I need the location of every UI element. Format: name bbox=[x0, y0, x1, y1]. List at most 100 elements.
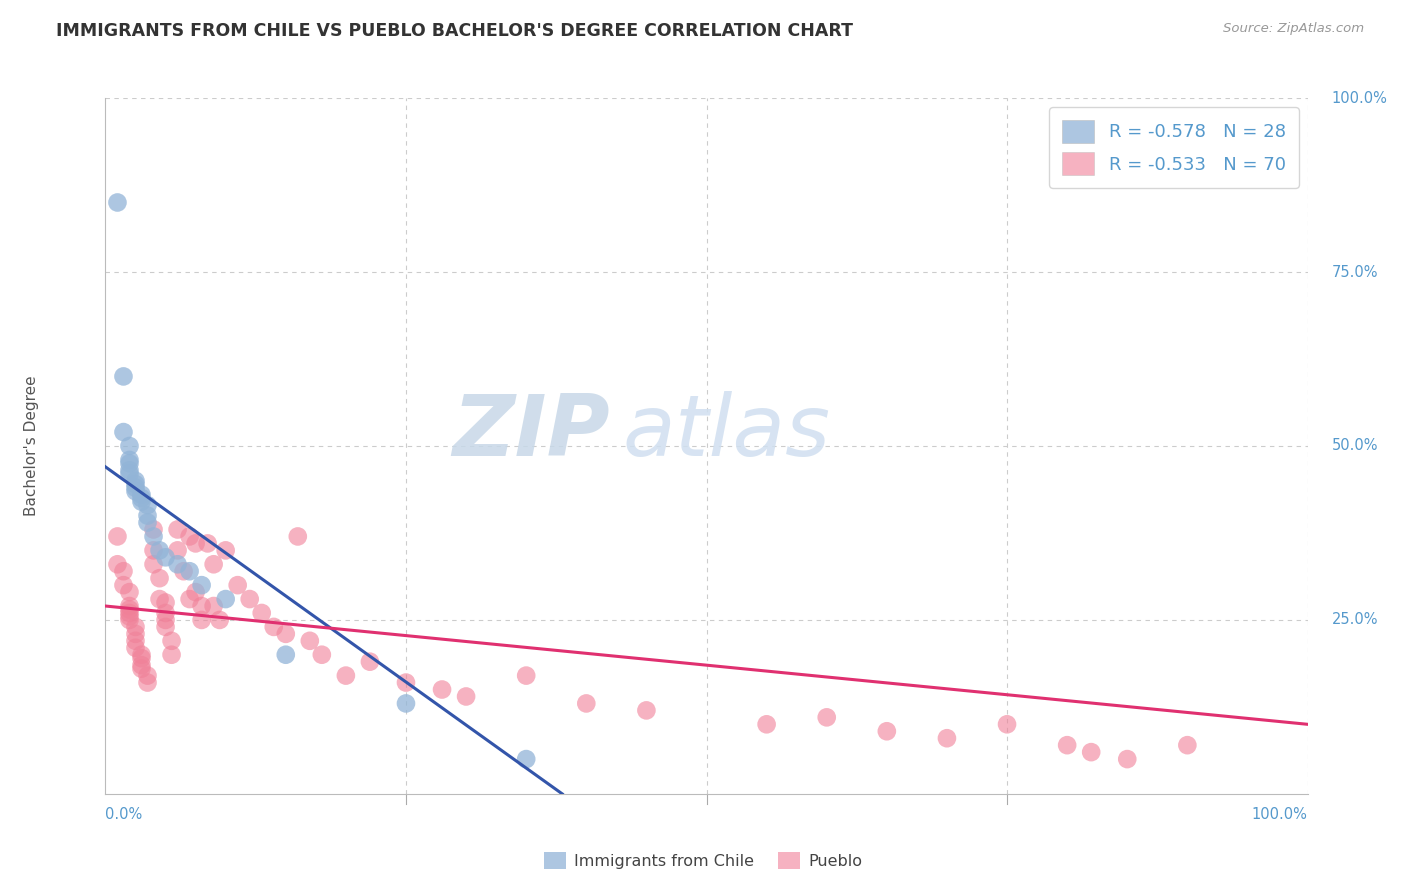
Point bbox=[142, 543, 165, 558]
Point bbox=[815, 710, 838, 724]
Point bbox=[107, 195, 129, 210]
Point bbox=[995, 717, 1018, 731]
Point bbox=[118, 609, 141, 624]
Point bbox=[274, 627, 297, 641]
Point bbox=[155, 596, 177, 610]
Point bbox=[263, 620, 285, 634]
Legend: R = -0.578   N = 28, R = -0.533   N = 70: R = -0.578 N = 28, R = -0.533 N = 70 bbox=[1049, 107, 1299, 188]
Point bbox=[124, 633, 146, 648]
Point bbox=[179, 529, 201, 543]
Point bbox=[575, 697, 598, 711]
Point bbox=[142, 558, 165, 572]
Point bbox=[155, 613, 177, 627]
Point bbox=[250, 606, 273, 620]
Point bbox=[112, 578, 135, 592]
Point bbox=[190, 578, 212, 592]
Point bbox=[166, 523, 188, 537]
Point bbox=[1175, 738, 1198, 752]
Point bbox=[131, 658, 153, 673]
Point bbox=[179, 592, 201, 607]
Point bbox=[311, 648, 333, 662]
Point bbox=[124, 484, 146, 499]
Point bbox=[395, 697, 418, 711]
Text: 75.0%: 75.0% bbox=[1331, 265, 1378, 279]
Point bbox=[173, 564, 195, 578]
Point bbox=[107, 558, 129, 572]
Point bbox=[131, 488, 153, 502]
Point bbox=[287, 529, 309, 543]
Point bbox=[184, 585, 207, 599]
Point bbox=[124, 474, 146, 488]
Point bbox=[124, 620, 146, 634]
Point bbox=[430, 682, 453, 697]
Point bbox=[131, 648, 153, 662]
Point bbox=[202, 599, 225, 613]
Point bbox=[155, 620, 177, 634]
Point bbox=[155, 550, 177, 565]
Point bbox=[131, 491, 153, 505]
Point bbox=[1080, 745, 1102, 759]
Point bbox=[936, 731, 959, 746]
Point bbox=[148, 571, 170, 585]
Text: 0.0%: 0.0% bbox=[105, 807, 142, 822]
Point bbox=[142, 529, 165, 543]
Point bbox=[148, 543, 170, 558]
Text: Bachelor's Degree: Bachelor's Degree bbox=[24, 376, 39, 516]
Point bbox=[160, 633, 183, 648]
Point bbox=[1056, 738, 1078, 752]
Point bbox=[118, 606, 141, 620]
Point bbox=[214, 592, 236, 607]
Text: Source: ZipAtlas.com: Source: ZipAtlas.com bbox=[1223, 22, 1364, 36]
Point bbox=[118, 585, 141, 599]
Text: 25.0%: 25.0% bbox=[1331, 613, 1378, 627]
Point bbox=[148, 592, 170, 607]
Point bbox=[190, 613, 212, 627]
Point bbox=[197, 536, 219, 550]
Point bbox=[166, 543, 188, 558]
Point bbox=[142, 523, 165, 537]
Point bbox=[118, 467, 141, 481]
Point bbox=[136, 498, 159, 512]
Legend: Immigrants from Chile, Pueblo: Immigrants from Chile, Pueblo bbox=[537, 846, 869, 875]
Point bbox=[118, 613, 141, 627]
Point bbox=[190, 599, 212, 613]
Point bbox=[118, 463, 141, 477]
Point bbox=[131, 662, 153, 676]
Text: 100.0%: 100.0% bbox=[1251, 807, 1308, 822]
Point bbox=[515, 752, 537, 766]
Point bbox=[107, 529, 129, 543]
Point bbox=[226, 578, 249, 592]
Text: 50.0%: 50.0% bbox=[1331, 439, 1378, 453]
Point bbox=[118, 439, 141, 453]
Point bbox=[131, 651, 153, 665]
Point bbox=[208, 613, 231, 627]
Point bbox=[112, 564, 135, 578]
Text: IMMIGRANTS FROM CHILE VS PUEBLO BACHELOR'S DEGREE CORRELATION CHART: IMMIGRANTS FROM CHILE VS PUEBLO BACHELOR… bbox=[56, 22, 853, 40]
Text: atlas: atlas bbox=[623, 391, 831, 474]
Point bbox=[335, 668, 357, 682]
Point bbox=[214, 543, 236, 558]
Point bbox=[166, 558, 188, 572]
Point bbox=[118, 599, 141, 613]
Point bbox=[298, 633, 321, 648]
Point bbox=[239, 592, 262, 607]
Point bbox=[184, 536, 207, 550]
Point bbox=[136, 516, 159, 530]
Point bbox=[515, 668, 537, 682]
Point bbox=[359, 655, 381, 669]
Point bbox=[124, 481, 146, 495]
Point bbox=[112, 425, 135, 439]
Point bbox=[454, 690, 477, 704]
Point bbox=[118, 453, 141, 467]
Point bbox=[112, 369, 135, 384]
Text: 100.0%: 100.0% bbox=[1331, 91, 1388, 105]
Point bbox=[118, 457, 141, 471]
Point bbox=[124, 640, 146, 655]
Point bbox=[136, 508, 159, 523]
Point bbox=[1116, 752, 1139, 766]
Point bbox=[155, 606, 177, 620]
Point bbox=[274, 648, 297, 662]
Text: ZIP: ZIP bbox=[453, 391, 610, 474]
Point bbox=[876, 724, 898, 739]
Point bbox=[202, 558, 225, 572]
